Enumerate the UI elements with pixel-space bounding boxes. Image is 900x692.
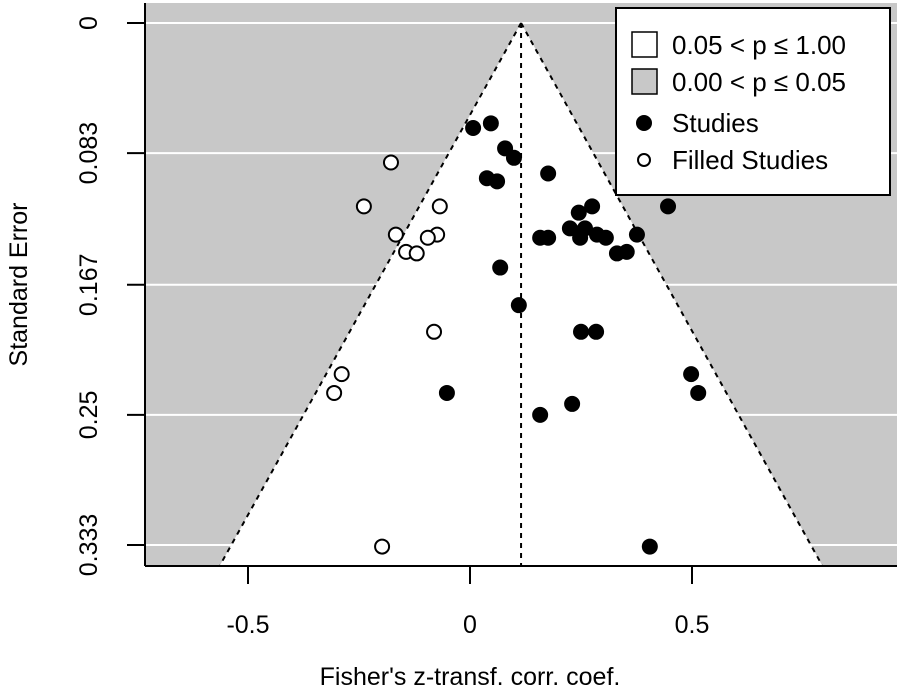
filled-study-point — [387, 226, 404, 243]
y-tick-label: 0.167 — [75, 254, 103, 317]
legend-gray-square-icon — [631, 68, 658, 95]
study-point — [570, 204, 587, 221]
legend-open-circle-icon — [637, 153, 651, 167]
study-point — [618, 243, 635, 260]
study-point — [532, 406, 549, 423]
y-axis-title: Standard Error — [5, 203, 33, 367]
funnel-left-boundary — [218, 22, 522, 567]
x-tick-label: 0 — [463, 611, 477, 639]
study-point — [573, 323, 589, 340]
study-point — [628, 226, 645, 243]
y-tick-label: 0 — [75, 16, 103, 30]
study-point — [641, 538, 658, 555]
study-point — [572, 229, 589, 246]
legend-label: 0.05 < p ≤ 1.00 — [672, 30, 846, 60]
study-point — [540, 165, 557, 182]
legend-filled-circle-icon — [636, 115, 652, 131]
filled-study-point — [382, 154, 399, 171]
filled-study-point — [333, 366, 350, 383]
legend-label: Studies — [672, 108, 759, 138]
y-tick-label: 0.333 — [75, 514, 103, 577]
filled-study-point — [326, 384, 343, 401]
filled-study-point — [374, 538, 391, 555]
study-point — [510, 297, 527, 314]
legend-white-square-icon — [631, 31, 658, 58]
funnel-right-boundary — [520, 22, 824, 567]
x-axis-title: Fisher's z-transf. corr. coef. — [320, 663, 621, 691]
study-point — [660, 198, 677, 215]
y-tick-label: 0.25 — [75, 391, 103, 440]
study-point — [588, 323, 605, 340]
study-point — [584, 198, 601, 215]
x-tick-label: 0.5 — [675, 611, 710, 639]
study-point — [540, 229, 557, 246]
legend-label: Filled Studies — [672, 145, 828, 175]
y-tick-label: 0.083 — [75, 122, 103, 185]
filled-study-point — [419, 229, 436, 246]
x-tick-label: -0.5 — [226, 611, 269, 639]
filled-study-point — [431, 198, 448, 215]
study-point — [438, 384, 455, 401]
legend: 0.05 < p ≤ 1.00 0.00 < p ≤ 0.05 Studies Fil… — [615, 7, 891, 196]
legend-box — [615, 7, 891, 196]
study-point — [690, 384, 707, 401]
study-point — [597, 229, 614, 246]
legend-label: 0.00 < p ≤ 0.05 — [672, 67, 846, 97]
study-point — [492, 259, 509, 276]
data-points — [326, 115, 707, 555]
filled-study-point — [426, 323, 443, 340]
study-point — [489, 173, 506, 190]
study-point — [465, 120, 482, 137]
study-point — [683, 366, 700, 383]
study-point — [564, 395, 581, 412]
study-point — [482, 115, 499, 132]
filled-study-point — [355, 198, 372, 215]
axes: 0 0.083 0.167 0.25 0.333 -0.5 0 0.5 Fisher's z-t… — [5, 3, 897, 691]
study-point — [561, 220, 578, 237]
funnel-region — [218, 22, 824, 567]
study-point — [505, 149, 522, 166]
filled-study-point — [408, 245, 425, 262]
